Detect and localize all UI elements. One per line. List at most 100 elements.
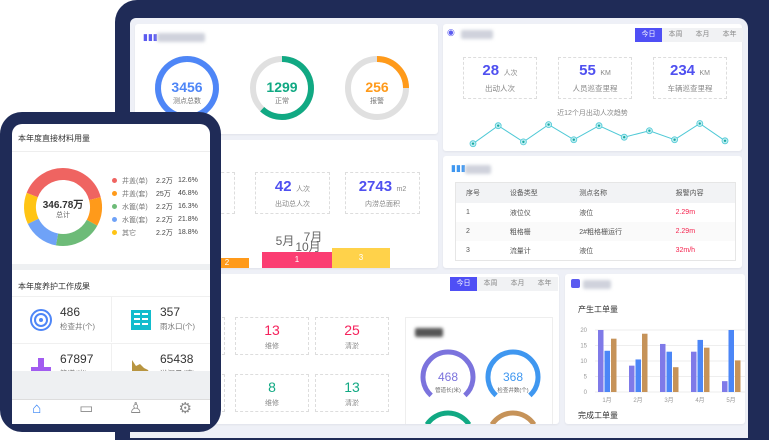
stat-label: 雨水口(个): [160, 322, 195, 331]
legend-name: 井盖(套): [122, 190, 148, 198]
stat-value: 2743: [358, 178, 393, 195]
stat-value: 486: [60, 305, 81, 319]
y-tick-label: 10: [580, 359, 587, 365]
y-tick-label: 15: [580, 344, 587, 350]
tab-3[interactable]: 本年: [531, 277, 558, 291]
stat-value: 42: [274, 178, 292, 195]
stat-unit: KM: [699, 70, 710, 77]
legend-name: 其它: [122, 229, 136, 237]
realtime-data-panel: ▮▮▮ 序号 设备类型 测点名称 报警内容 1 液位仪 液位 2.29m 2 粗格栅 2#粗格栅运行…: [443, 156, 742, 268]
panel-title: [461, 30, 493, 39]
stat-label: 人员巡查里程: [572, 84, 618, 93]
bar: [642, 333, 648, 392]
maintenance-stat: 486 检查井(个): [12, 296, 111, 342]
maintenance-stat-card: 25 清淤: [315, 317, 389, 355]
donut-slice: [24, 192, 39, 224]
donut-total: 346.78万: [42, 200, 84, 211]
stat-label: 清淤: [345, 400, 359, 407]
table-cell: 流量计: [509, 247, 531, 255]
stat-value: 8: [268, 379, 276, 395]
legend-percent: 18.8%: [178, 229, 198, 236]
tab-3[interactable]: 本年: [716, 28, 743, 42]
tab-0[interactable]: 今日: [635, 28, 662, 42]
table-row: 1 液位仪 液位 2.29m: [456, 203, 735, 222]
gauge-label: 检查井数(个): [497, 386, 528, 394]
legend-percent: 12.6%: [178, 177, 198, 184]
patrol-stat-card: 28 人次 出动人次: [463, 57, 537, 99]
message-icon[interactable]: ▭: [79, 400, 94, 417]
trend-line-chart: [469, 120, 729, 148]
bar: [728, 330, 734, 392]
patrol-panel: ◉ 今日 本周 本月 本年 28 人次 出动人次 55 KM 人员巡查里程 234 KM 车辆巡…: [443, 24, 743, 151]
x-tick-label: 4月: [695, 397, 704, 404]
gauge-group: 468 管道长(米) 368 检查井数(个): [420, 349, 541, 424]
bar: [697, 339, 703, 392]
x-tick-label: 1月: [602, 397, 611, 404]
tab-2[interactable]: 本月: [504, 277, 531, 291]
gauge-value: 1299: [266, 79, 297, 95]
y-tick-label: 5: [584, 375, 588, 381]
bar: [604, 350, 610, 392]
x-tick-label: 3月: [664, 397, 673, 404]
legend-percent: 16.3%: [178, 203, 198, 210]
donut-slice: [86, 197, 102, 226]
legend-dot: [112, 178, 117, 183]
table-row: 2 粗格栅 2#粗格栅运行 2.29m: [456, 222, 735, 241]
tab-1[interactable]: 本周: [662, 28, 689, 42]
work-order-bar-chart: 0 5 10 15 20 1月 2月 3月 4月 5月: [580, 328, 745, 404]
patrol-stat-card: 234 KM 车辆巡查里程: [653, 57, 727, 99]
home-icon[interactable]: ⌂: [32, 400, 42, 417]
table-row: 3 流量计 液位 32m/h: [456, 241, 735, 260]
legend-amount: 25万: [156, 190, 171, 198]
bar: [722, 381, 728, 392]
time-tabs: 今日 本周 本月 本年: [635, 28, 743, 42]
gauge-label: 管道长(米): [435, 386, 461, 394]
stat-value: 13: [264, 322, 280, 338]
bar: [691, 351, 697, 392]
maintenance-title: 本年度养护工作成果: [18, 282, 90, 291]
user-icon[interactable]: ♙: [129, 400, 143, 417]
panel-title: [157, 33, 205, 42]
bar: [673, 367, 679, 392]
gauge-value: 368: [503, 370, 523, 384]
tab-1[interactable]: 本周: [477, 277, 504, 291]
second-chart-title: 完成工单量: [578, 411, 618, 420]
gauge-value: 468: [438, 370, 458, 384]
stat-value: 55: [579, 62, 596, 79]
tab-0[interactable]: 今日: [450, 277, 477, 291]
gauge-value: 3456: [171, 79, 202, 95]
gauge-fill: [260, 56, 314, 120]
legend-item: 水篦(单) 2.2万 16.3%: [112, 200, 198, 213]
maintenance-stat-card: 13 清淤: [315, 374, 389, 412]
x-tick-label: 5月: [726, 397, 735, 404]
table-cell: 3: [466, 247, 470, 254]
maintenance-stat-card: 13 维修: [235, 317, 309, 355]
table-cell: 32m/h: [675, 247, 696, 254]
gauge-value: 256: [365, 79, 389, 95]
legend-amount: 2.2万: [156, 229, 173, 237]
eye-icon: ◉: [447, 27, 455, 37]
stat-value: 234: [670, 62, 696, 79]
column-header: 设备类型: [499, 183, 570, 203]
chart-title: 产生工单量: [578, 305, 618, 314]
legend-name: 井盖(单): [122, 177, 148, 185]
dredge-stat-card: 2743 m2 内涝总面积: [345, 172, 420, 214]
table-cell: 液位: [579, 247, 594, 255]
stat-label: 出动人次: [485, 84, 515, 93]
x-tick-label: 2月: [633, 397, 642, 404]
pipe-realtime-panel: ▮▮▮ 3456 测点总数 1299 正常 256 报警: [135, 24, 438, 134]
tab-2[interactable]: 本月: [689, 28, 716, 42]
stat-label: 出动总人次: [275, 201, 310, 208]
legend-name: 水篦(套): [122, 216, 148, 224]
stat-label: 车辆巡查里程: [667, 84, 713, 93]
dredge-summary-panel: 42 人次 出动总人次 2743 m2 内涝总面积 2 10月 1 5月 3 7月: [215, 140, 438, 268]
bar: [704, 347, 710, 392]
bar: [666, 351, 672, 392]
settings-icon[interactable]: ⚙: [178, 400, 192, 417]
stat-value: 13: [344, 379, 360, 395]
bar-chart-icon: ▮▮▮: [451, 163, 466, 173]
maintenance-stat-card: 8 维修: [235, 374, 309, 412]
rank-month: 7月: [303, 230, 323, 244]
column-header: 测点名称: [569, 183, 666, 203]
